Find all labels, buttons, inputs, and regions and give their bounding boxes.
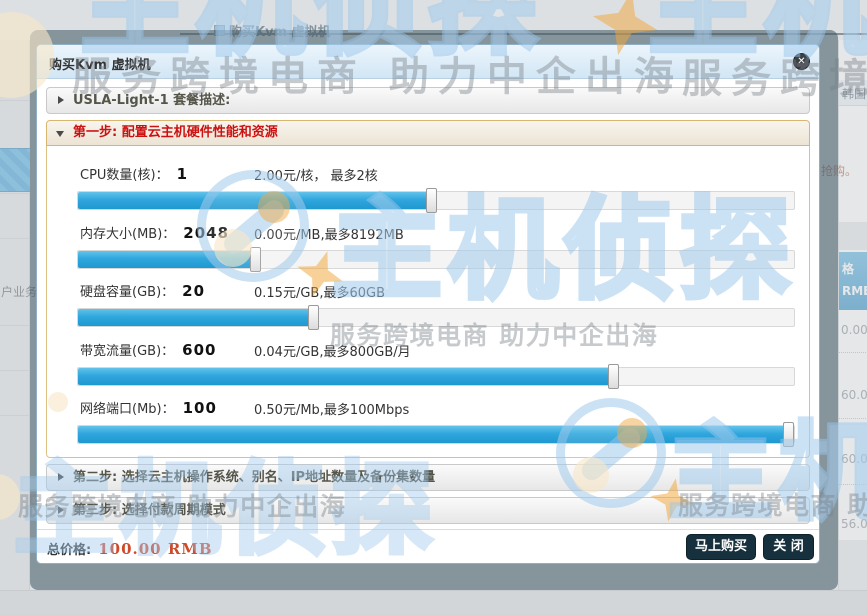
- memory-slider-handle[interactable]: [249, 247, 261, 272]
- collapsed-arrow-icon: [58, 473, 64, 481]
- port-slider-handle[interactable]: [782, 422, 794, 447]
- cpu-slider-fill: [78, 192, 432, 209]
- disk-value: 20: [182, 282, 206, 300]
- accordion-package-description[interactable]: USLA-Light-1 套餐描述:: [46, 87, 810, 114]
- port-slider-fill: [78, 426, 789, 443]
- total-price: 总价格: 100.00 RMB: [47, 540, 213, 558]
- dialog-title: 购买Kvm 虚拟机: [49, 58, 151, 73]
- port-value: 100: [182, 399, 217, 417]
- dialog-footer: 总价格: 100.00 RMB 马上购买 关 闭: [37, 529, 819, 563]
- cpu-price-info: 2.00元/核， 最多2核: [254, 169, 378, 184]
- collapsed-arrow-icon: [58, 96, 64, 104]
- memory-slider[interactable]: [77, 247, 795, 272]
- expanded-arrow-icon: [56, 131, 64, 137]
- disk-label: 硬盘容量(GB)： 20: [80, 282, 206, 300]
- buy-kvm-dialog: 购买Kvm 虚拟机 ✕ USLA-Light-1 套餐描述: 第一步: 配置云主…: [36, 44, 820, 564]
- disk-slider[interactable]: [77, 305, 795, 330]
- disk-slider-fill: [78, 309, 314, 326]
- total-price-value: 100.00 RMB: [98, 540, 213, 558]
- cpu-value: 1: [176, 165, 189, 183]
- port-slider[interactable]: [77, 422, 795, 447]
- disk-price-info: 0.15元/GB,最多60GB: [254, 286, 385, 301]
- bandwidth-slider-handle[interactable]: [607, 364, 619, 389]
- memory-label: 内存大小(MB)： 2048: [80, 224, 230, 242]
- memory-slider-fill: [78, 251, 256, 268]
- close-button[interactable]: 关 闭: [763, 534, 814, 560]
- bandwidth-slider[interactable]: [77, 364, 795, 389]
- bandwidth-value: 600: [182, 341, 217, 359]
- cpu-slider-handle[interactable]: [425, 188, 437, 213]
- cpu-slider[interactable]: [77, 188, 795, 213]
- step1-panel: CPU数量(核)： 1 2.00元/核， 最多2核 内存大小(MB)： 2048 0…: [46, 146, 810, 458]
- collapsed-arrow-icon: [58, 506, 64, 514]
- accordion-step2-header[interactable]: 第二步: 选择云主机操作系统、别名、IP地址数量及备份集数量: [46, 464, 810, 491]
- port-label: 网络端口(Mb)： 100: [80, 399, 217, 417]
- port-price-info: 0.50元/Mb,最多100Mbps: [254, 403, 410, 418]
- bandwidth-price-info: 0.04元/GB,最多800GB/月: [254, 345, 411, 360]
- disk-slider-handle[interactable]: [307, 305, 319, 330]
- memory-price-info: 0.00元/MB,最多8192MB: [254, 228, 404, 243]
- memory-value: 2048: [183, 224, 230, 242]
- bandwidth-label: 带宽流量(GB)： 600: [80, 341, 217, 359]
- cpu-label: CPU数量(核)： 1: [80, 165, 189, 183]
- dialog-body: USLA-Light-1 套餐描述: 第一步: 配置云主机硬件性能和资源 CPU…: [37, 79, 819, 529]
- buy-now-button[interactable]: 马上购买: [686, 534, 756, 560]
- bandwidth-slider-fill: [78, 368, 614, 385]
- accordion-step1-header[interactable]: 第一步: 配置云主机硬件性能和资源: [46, 120, 810, 146]
- accordion-step3-header[interactable]: 第三步: 选择付款周期模式: [46, 497, 810, 524]
- dialog-titlebar[interactable]: 购买Kvm 虚拟机 ✕: [37, 45, 819, 79]
- close-icon[interactable]: ✕: [793, 53, 810, 70]
